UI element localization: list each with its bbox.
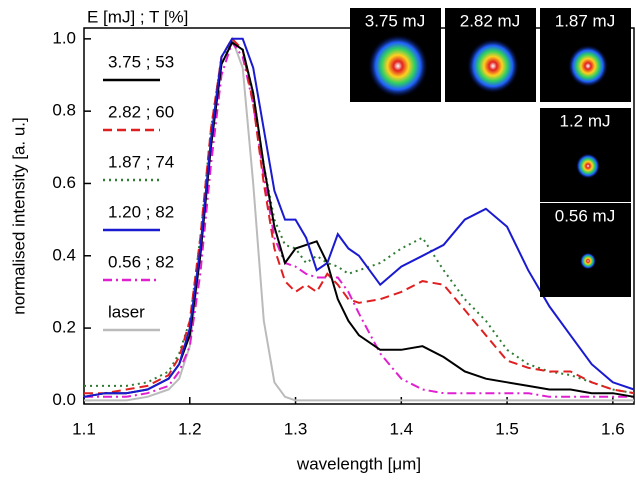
y-tick-label: 0.2 xyxy=(52,318,76,337)
x-axis-label: wavelength [μm] xyxy=(296,454,421,473)
series-line xyxy=(83,37,635,398)
legend-label: 0.56 ; 82 xyxy=(108,252,174,271)
series-line xyxy=(83,41,635,398)
x-tick-label: 1.4 xyxy=(389,419,413,438)
beam-profile xyxy=(580,252,596,270)
inset-label: 0.56 mJ xyxy=(555,206,615,225)
inset-image xyxy=(540,203,631,297)
inset-label: 3.75 mJ xyxy=(365,11,425,30)
inset-label: 1.2 mJ xyxy=(559,111,610,130)
x-tick-label: 1.1 xyxy=(72,419,96,438)
legend-label: 3.75 ; 53 xyxy=(108,52,174,71)
series-line xyxy=(84,36,634,402)
y-tick-label: 0.8 xyxy=(52,101,76,120)
beam-profile xyxy=(568,45,608,87)
inset-label: 1.87 mJ xyxy=(555,11,615,30)
y-tick-label: 1.0 xyxy=(52,28,76,47)
y-axis-label: normalised intensity [a. u.] xyxy=(9,117,28,314)
y-tick-label: 0.4 xyxy=(52,245,76,264)
beam-profile xyxy=(576,153,600,179)
legend-title: E [mJ] ; T [%] xyxy=(87,7,188,26)
x-tick-label: 1.5 xyxy=(495,419,519,438)
legend-label: 1.87 ; 74 xyxy=(108,152,174,171)
legend-label: 2.82 ; 60 xyxy=(108,102,174,121)
beam-profile xyxy=(467,38,519,94)
x-tick-label: 1.3 xyxy=(284,419,308,438)
series-line xyxy=(84,37,635,395)
beam-profile xyxy=(368,34,428,98)
inset-label: 2.82 mJ xyxy=(460,11,520,30)
y-tick-label: 0.6 xyxy=(52,173,76,192)
y-tick-label: 0.0 xyxy=(52,390,76,409)
legend-label: 1.20 ; 82 xyxy=(108,202,174,221)
series-line xyxy=(84,40,634,398)
x-tick-label: 1.6 xyxy=(601,419,625,438)
legend-label: laser xyxy=(108,302,145,321)
x-tick-label: 1.2 xyxy=(178,419,202,438)
